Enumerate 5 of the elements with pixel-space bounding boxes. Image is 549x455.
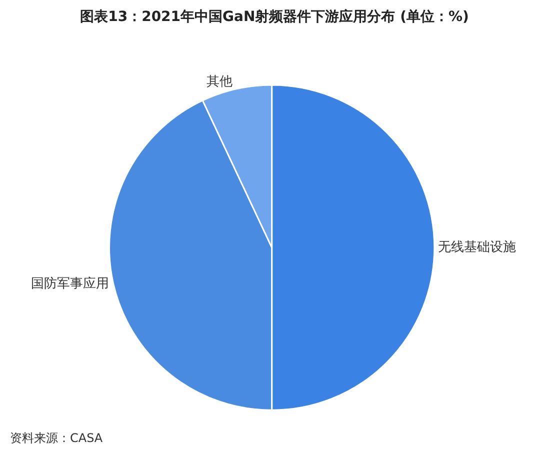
slice-label: 国防军事应用 [31,275,110,292]
slice-label: 其他 [206,74,233,90]
text: 资料来源：CASA [10,431,104,445]
chart-title: 图表13：2021年中国GaN射频器件下游应用分布 (单位：%) [80,8,469,26]
slice-label: 无线基础设施 [438,240,516,256]
